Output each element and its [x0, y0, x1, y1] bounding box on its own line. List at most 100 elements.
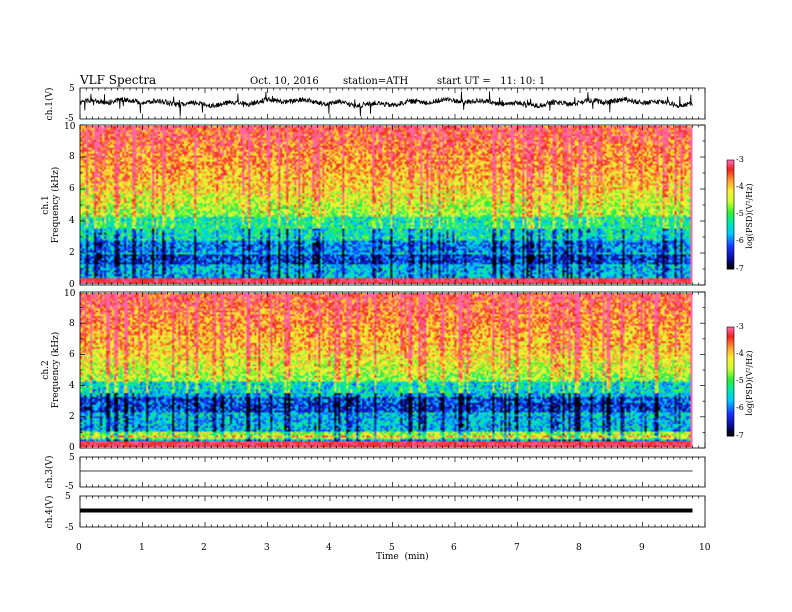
spec2-ytick-8: 8 [69, 319, 75, 329]
xtick-10: 10 [699, 543, 711, 553]
colorbar-swatch [727, 421, 734, 424]
colorbar-swatch [727, 167, 734, 170]
colorbar-swatch [727, 350, 734, 353]
ch2-spectrogram-ylabel-channel: ch.2 [41, 360, 51, 379]
cb1-tick-m3: -3 [736, 155, 744, 164]
colorbar-swatch [727, 198, 734, 201]
spec2-ytick-0: 0 [69, 443, 75, 453]
colorbar-swatch [727, 356, 734, 359]
colorbar-swatch [727, 405, 734, 408]
colorbar-swatch [727, 399, 734, 402]
colorbar-swatch [727, 376, 734, 379]
ch1-colorbar [726, 159, 735, 270]
colorbar-swatch [727, 176, 734, 179]
colorbar-swatch [727, 238, 734, 241]
ch1-spectrogram-image [80, 126, 693, 284]
cb1-tick-m5: -5 [736, 209, 744, 218]
colorbar-swatch [727, 328, 734, 332]
colorbar-swatch [727, 416, 734, 419]
ch1-waveform-trace [79, 91, 693, 117]
colorbar-swatch [727, 430, 734, 433]
ch2-spectrogram-ylabel-frequency: Frequency (kHz) [50, 332, 61, 409]
ch4-ytick-top: 5 [65, 492, 71, 502]
ch1-spectrogram-ylabel-channel: ch.1 [41, 195, 51, 214]
colorbar-swatch [727, 379, 734, 382]
colorbar-swatch [727, 339, 734, 343]
colorbar-swatch [727, 412, 734, 415]
colorbar-swatch [727, 403, 734, 406]
colorbar-swatch [727, 359, 734, 363]
colorbar-swatch [727, 417, 734, 421]
colorbar-swatch [727, 258, 734, 261]
xtick-5: 5 [389, 543, 395, 553]
spec2-ytick-10: 10 [64, 289, 76, 299]
colorbar-swatch [727, 354, 734, 357]
colorbar-swatch [727, 212, 734, 215]
figure-station: station=ATH [343, 76, 409, 87]
xtick-0: 0 [76, 543, 82, 553]
colorbar-swatch [727, 170, 734, 174]
colorbar-swatch [727, 209, 734, 212]
colorbar-swatch [727, 385, 734, 388]
colorbar-swatch [727, 425, 734, 428]
figure-date: Oct. 10, 2016 [250, 76, 319, 87]
colorbar-swatch [727, 194, 734, 197]
figure-title: VLF Spectra [79, 73, 156, 87]
colorbar-swatch [727, 179, 734, 183]
colorbar-swatch [727, 219, 734, 223]
colorbar-swatch [727, 348, 734, 352]
colorbar-swatch [727, 210, 734, 214]
spec1-ytick-10: 10 [64, 122, 76, 132]
colorbar-swatch [727, 190, 734, 194]
colorbar-swatch [727, 363, 734, 366]
xtick-6: 6 [451, 543, 457, 553]
colorbar-swatch [727, 241, 734, 245]
xtick-2: 2 [201, 543, 207, 553]
colorbar-swatch [727, 252, 734, 255]
colorbar-swatch [727, 254, 734, 257]
colorbar-swatch [727, 341, 734, 344]
colorbar-swatch [727, 201, 734, 205]
colorbar-swatch [727, 165, 734, 168]
ch4-ylabel: ch.4(V) [44, 496, 55, 529]
ch1-ytick-bottom: -5 [65, 114, 74, 124]
colorbar-swatch [727, 203, 734, 206]
colorbar-swatch [727, 327, 734, 330]
colorbar-swatch [727, 432, 734, 435]
cb1-tick-m4: -4 [736, 182, 744, 191]
colorbar-swatch [727, 187, 734, 190]
colorbar-swatch [727, 372, 734, 375]
colorbar-swatch [727, 214, 734, 217]
colorbar-swatch [727, 388, 734, 392]
colorbar-swatch [727, 172, 734, 176]
colorbar-swatch [727, 225, 734, 228]
colorbar-swatch [727, 396, 734, 399]
colorbar-swatch [727, 337, 734, 341]
colorbar-swatch [727, 392, 734, 395]
colorbar-swatch [727, 161, 734, 165]
colorbar-swatch [727, 381, 734, 384]
ch2-colorbar [726, 326, 735, 437]
spec1-ytick-4: 4 [69, 216, 75, 226]
colorbar-swatch [727, 199, 734, 203]
axis-ticks [79, 88, 706, 527]
colorbar-swatch [727, 221, 734, 225]
colorbar-swatch [727, 423, 734, 426]
spec1-ytick-2: 2 [69, 248, 75, 258]
colorbar-swatch [727, 383, 734, 386]
spec2-ytick-2: 2 [69, 412, 75, 422]
xtick-8: 8 [576, 543, 582, 553]
spec1-ytick-8: 8 [69, 152, 75, 162]
ch1-spectrogram-ylabel-frequency: Frequency (kHz) [50, 167, 61, 244]
colorbar-swatch [727, 401, 734, 404]
colorbar-swatch [727, 336, 734, 339]
xtick-1: 1 [139, 543, 145, 553]
colorbar-swatch [727, 346, 734, 350]
colorbar-swatch [727, 265, 734, 268]
colorbar-swatch [727, 259, 734, 263]
cb2-tick-m7: -7 [736, 431, 744, 440]
figure-start-time: start UT = 11: 10: 1 [437, 76, 545, 87]
colorbar-swatch [727, 160, 734, 163]
colorbar-swatch [727, 181, 734, 185]
colorbar-swatch [727, 428, 734, 432]
